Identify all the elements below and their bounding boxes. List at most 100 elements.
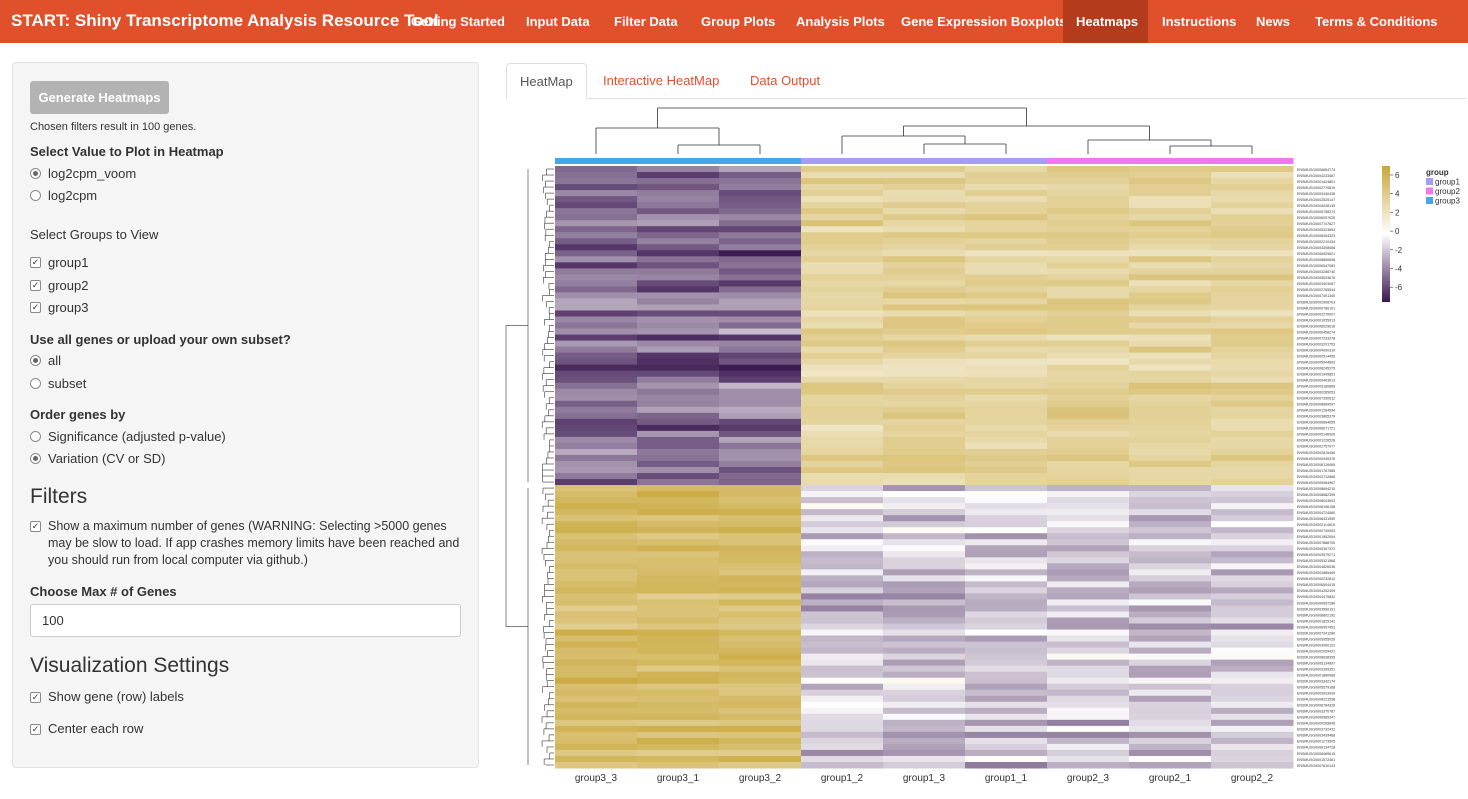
group2-label[interactable]: group2 [48,278,89,293]
heatmap-cell [555,587,638,594]
heatmap-cell [1211,268,1294,275]
heatmap-cell [883,190,966,197]
heatmap-cell [637,671,720,679]
generate-heatmaps-button[interactable]: Generate Heatmaps [30,81,169,114]
tab-interactive-heatmap[interactable]: Interactive HeatMap [603,73,720,88]
option-subset[interactable]: subset [48,376,87,391]
heatmap-cell [1211,376,1294,384]
heatmap-cell [637,412,720,420]
tab-data-output[interactable]: Data Output [750,73,821,88]
heatmap-cell [555,497,638,504]
heatmap-cell [1211,256,1294,263]
heatmap-cell [883,172,966,179]
heatmap-cell [1047,310,1130,317]
legend-swatch [1426,187,1433,195]
nav-filter-data[interactable]: Filter Data [614,14,678,29]
heatmap-cell [965,527,1048,534]
tab-heatmap[interactable]: HeatMap [506,63,587,99]
option-log2cpm-voom[interactable]: log2cpm_voom [48,166,137,181]
heatmap-cell [1047,334,1130,342]
row-label: ENSMUSG0006547083 [1297,264,1335,268]
option-log2cpm[interactable]: log2cpm [48,188,98,203]
heatmap-cell [1211,557,1294,564]
radio-subset[interactable] [30,378,41,389]
heatmap-cell [801,581,884,588]
option-variation[interactable]: Variation (CV or SD) [48,451,166,466]
option-all[interactable]: all [48,353,62,368]
heatmap-cell [965,605,1048,612]
heatmap-cell [555,581,638,588]
heatmap-cell [883,256,966,263]
heatmap-cell [719,232,802,239]
heatmap-cell [637,298,720,305]
heatmap-cell [965,467,1048,474]
row-label: ENSMUSG0008682395 [1297,493,1335,497]
heatmap-cell [1129,581,1212,588]
heatmap-cell [883,322,966,330]
heatmap-cell [801,388,884,396]
nav-input-data[interactable]: Input Data [526,14,590,29]
heatmap-cell [719,737,802,745]
heatmap-cell [801,665,884,673]
heatmap-cell [883,166,966,173]
checkbox-show-labels[interactable]: ✓ [30,692,41,703]
checkbox-group3[interactable]: ✓ [30,302,41,313]
center-rows-label[interactable]: Center each row [48,721,144,736]
heatmap-cell [555,232,638,239]
checkbox-center-rows[interactable]: ✓ [30,724,41,735]
heatmap-cell [1129,400,1212,408]
heatmap-cell [883,340,966,348]
nav-gene-expression-boxplots[interactable]: Gene Expression Boxplots [901,14,1067,29]
heatmap-cell [965,304,1048,311]
nav-instructions[interactable]: Instructions [1162,14,1237,29]
option-significance[interactable]: Significance (adjusted p-value) [48,429,226,444]
nav-news[interactable]: News [1256,14,1290,29]
radio-variation[interactable] [30,453,41,464]
heatmap-cell [555,436,638,444]
heatmap-cell [555,460,638,468]
row-label: ENSMUSG0003201753 [1297,342,1335,346]
max-genes-check-label[interactable]: Show a maximum number of genes (WARNING:… [48,519,460,567]
group1-label[interactable]: group1 [48,255,89,270]
heatmap-cell [637,406,720,414]
heatmap-cell [637,623,720,631]
radio-all[interactable] [30,355,41,366]
heatmap-cell [1129,533,1212,540]
max-genes-input[interactable]: 100 [30,604,461,637]
heatmap-cell [883,454,966,462]
checkbox-group2[interactable]: ✓ [30,280,41,291]
show-labels-label[interactable]: Show gene (row) labels [48,689,184,704]
heatmap-cell [555,214,638,221]
heatmap-cell [719,316,802,324]
heatmap-cell [1047,208,1130,215]
checkbox-max-genes[interactable]: ✓ [30,521,41,532]
nav-getting-started[interactable]: Getting Started [411,14,505,29]
heatmap-cell [883,412,966,420]
heatmap-cell [801,298,884,305]
row-label: ENSMUSG0005134897 [1297,661,1335,665]
nav-heatmaps[interactable]: Heatmaps [1063,0,1148,43]
radio-log2cpm-voom[interactable] [30,168,41,179]
nav-analysis-plots[interactable]: Analysis Plots [796,14,885,29]
heatmap-cell [965,617,1048,625]
heatmap-cell [1129,334,1212,342]
heatmap-cell [719,665,802,673]
nav-terms-conditions[interactable]: Terms & Conditions [1315,14,1438,29]
heatmap-cell [719,575,802,582]
checkbox-group1[interactable]: ✓ [30,257,41,268]
radio-significance[interactable] [30,431,41,442]
heatmap-cell [883,400,966,408]
row-label: ENSMUSG0000700933 [1297,529,1335,533]
heatmap-cell [555,298,638,305]
heatmap-cell [555,731,638,739]
heatmap-cell [801,731,884,739]
heatmap-cell [1047,485,1130,492]
heatmap-cell [1047,677,1130,685]
heatmap-cell [801,569,884,576]
heatmap-cell [965,497,1048,504]
nav-group-plots[interactable]: Group Plots [701,14,776,29]
group3-label[interactable]: group3 [48,300,89,315]
radio-log2cpm[interactable] [30,190,41,201]
heatmap-cell [965,563,1048,570]
heatmap-cell [1129,454,1212,462]
